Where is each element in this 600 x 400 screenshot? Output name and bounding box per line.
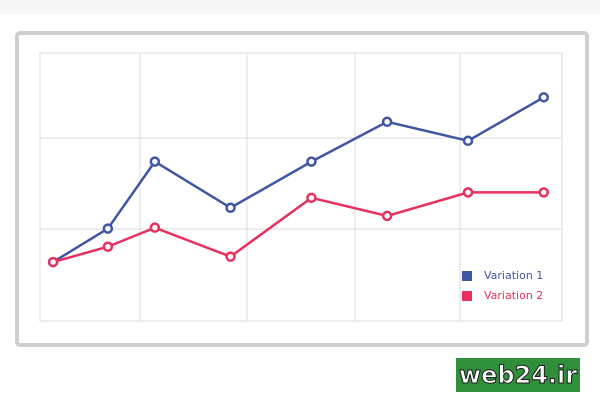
data-point (149, 156, 161, 167)
top-bar (0, 0, 600, 14)
data-point (538, 92, 549, 103)
data-point (47, 256, 59, 268)
data-point (538, 187, 549, 198)
data-point (149, 222, 161, 233)
series-layer (47, 92, 549, 268)
data-point (306, 156, 317, 167)
data-point (306, 192, 317, 204)
watermark-box (456, 358, 580, 392)
series-line (52, 96, 545, 264)
data-point (102, 241, 114, 252)
data-point (381, 210, 393, 222)
data-point (225, 251, 236, 262)
plot-area (39, 52, 563, 322)
data-point (102, 223, 114, 234)
legend: Variation 1 Variation 2 (462, 269, 543, 302)
data-point (381, 116, 393, 128)
legend-swatch (462, 271, 472, 281)
data-point (462, 135, 474, 147)
legend-swatch (462, 291, 472, 301)
legend-label: Variation 1 (484, 269, 543, 282)
series-line (52, 191, 544, 264)
data-point (462, 187, 474, 198)
legend-label: Variation 2 (484, 289, 543, 302)
data-point (225, 202, 236, 214)
watermark: web24.ir (459, 361, 577, 389)
